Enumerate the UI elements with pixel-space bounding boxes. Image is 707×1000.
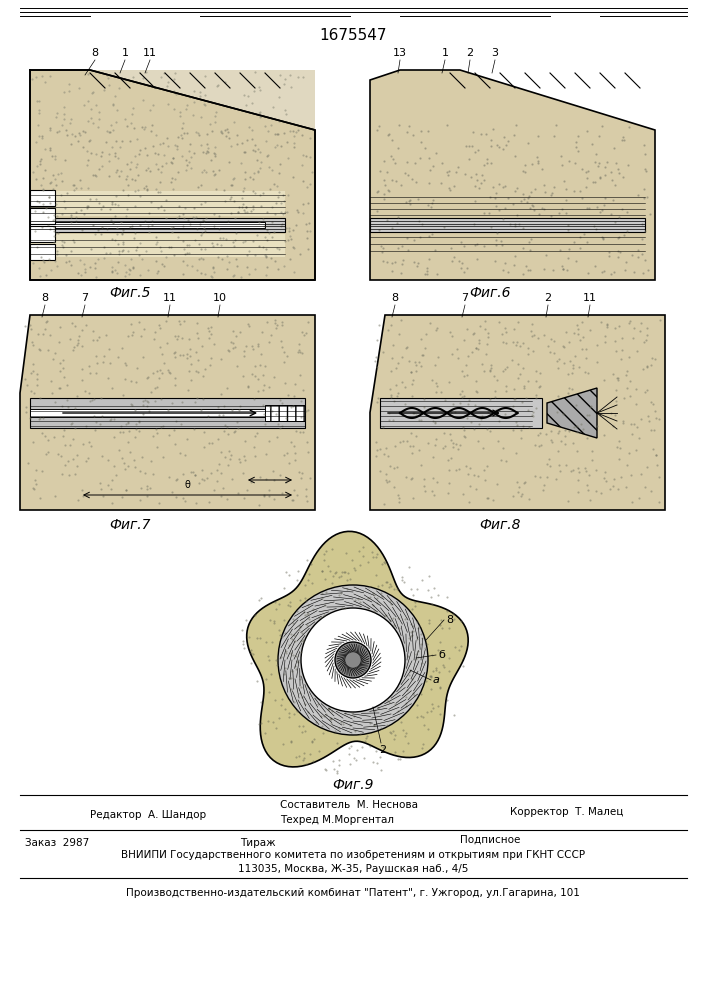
Bar [265, 405, 305, 421]
Bar [370, 218, 645, 232]
Text: θ: θ [184, 480, 190, 490]
Text: Корректор  Т. Малец: Корректор Т. Малец [510, 807, 624, 817]
Bar [30, 190, 55, 206]
Text: Фиг.5: Фиг.5 [110, 286, 151, 300]
Text: 7: 7 [81, 293, 88, 303]
Text: Заказ  2987: Заказ 2987 [25, 838, 89, 848]
Text: 8: 8 [392, 293, 399, 303]
Text: 2: 2 [467, 48, 474, 58]
Text: Подписное: Подписное [460, 835, 520, 845]
Text: Фиг.8: Фиг.8 [479, 518, 521, 532]
Text: 8: 8 [446, 615, 453, 625]
Text: 11: 11 [163, 293, 177, 303]
Text: 1: 1 [441, 48, 448, 58]
Text: 11: 11 [143, 48, 157, 58]
Polygon shape [370, 315, 665, 510]
Polygon shape [20, 315, 315, 510]
Text: 8: 8 [91, 48, 98, 58]
Text: 13: 13 [393, 48, 407, 58]
Polygon shape [547, 388, 597, 438]
Circle shape [301, 608, 405, 712]
Text: Составитель  М. Неснова: Составитель М. Неснова [280, 800, 418, 810]
Circle shape [278, 585, 428, 735]
Text: Техред М.Моргентал: Техред М.Моргентал [280, 815, 394, 825]
Circle shape [335, 642, 371, 678]
Text: Фиг.7: Фиг.7 [110, 518, 151, 532]
Bar [30, 244, 55, 260]
Text: Фиг.6: Фиг.6 [469, 286, 510, 300]
Text: 3: 3 [491, 48, 498, 58]
Text: Фиг.9: Фиг.9 [332, 778, 374, 792]
Bar [30, 208, 55, 224]
Bar [30, 409, 275, 417]
Text: Редактор  А. Шандор: Редактор А. Шандор [90, 810, 206, 820]
Text: 11: 11 [583, 293, 597, 303]
Text: Производственно-издательский комбинат "Патент", г. Ужгород, ул.Гагарина, 101: Производственно-издательский комбинат "П… [126, 888, 580, 898]
Text: 1: 1 [122, 48, 129, 58]
Polygon shape [30, 70, 315, 280]
Polygon shape [247, 531, 468, 767]
Text: Тираж: Тираж [240, 838, 276, 848]
Bar [30, 398, 305, 428]
Bar [30, 218, 285, 232]
Text: 2: 2 [380, 745, 387, 755]
Bar [380, 398, 542, 428]
Text: 113035, Москва, Ж-35, Раушская наб., 4/5: 113035, Москва, Ж-35, Раушская наб., 4/5 [238, 864, 468, 874]
Text: 8: 8 [42, 293, 49, 303]
Text: 10: 10 [213, 293, 227, 303]
Text: a: a [433, 675, 440, 685]
Text: ВНИИПИ Государственного комитета по изобретениям и открытиям при ГКНТ СССР: ВНИИПИ Государственного комитета по изоб… [121, 850, 585, 860]
Polygon shape [370, 70, 655, 280]
Text: б: б [438, 650, 445, 660]
Bar [30, 234, 285, 257]
FancyBboxPatch shape [30, 70, 315, 280]
Bar [30, 226, 55, 242]
Text: 2: 2 [544, 293, 551, 303]
Bar [30, 222, 265, 228]
Text: 1675547: 1675547 [320, 27, 387, 42]
Bar [30, 191, 285, 216]
Text: 7: 7 [462, 293, 469, 303]
